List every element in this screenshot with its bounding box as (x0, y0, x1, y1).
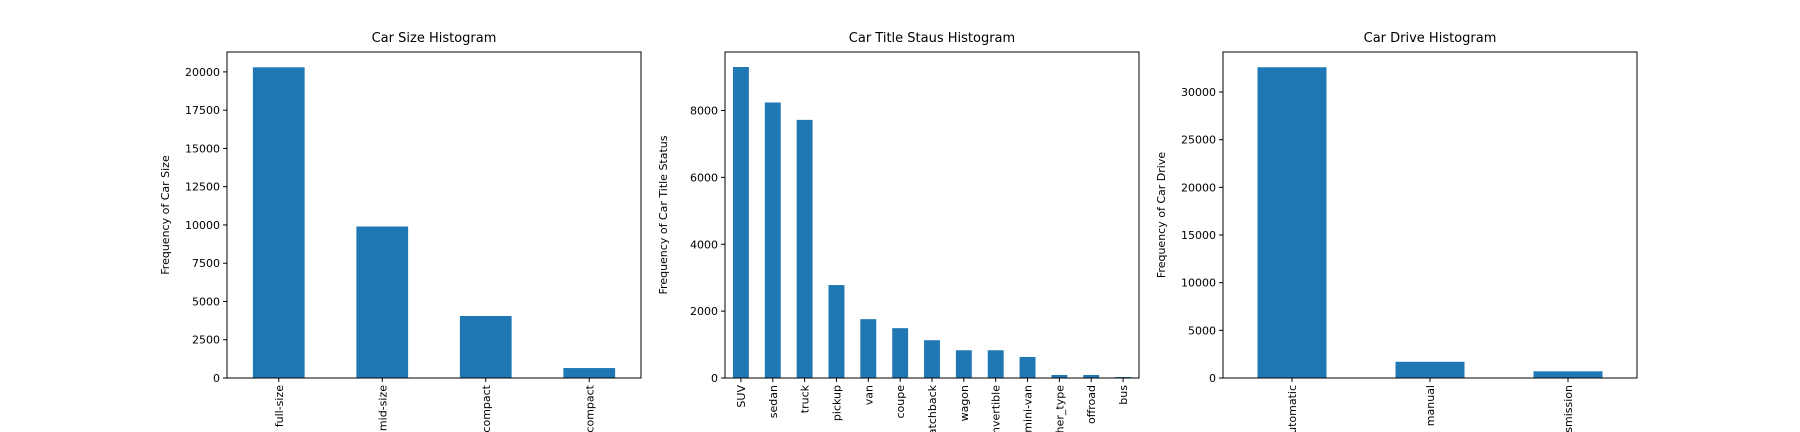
y-tick-label: 30000 (1181, 86, 1216, 99)
y-tick-label: 0 (213, 372, 220, 385)
x-tick-label: offroad (1085, 385, 1098, 424)
y-tick-label: 15000 (185, 142, 220, 155)
x-tick-label: bus (1117, 385, 1130, 405)
y-tick-label: 17500 (185, 104, 220, 117)
y-tick-label: 15000 (1181, 229, 1216, 242)
x-tick-label: manual (1424, 385, 1437, 426)
y-tick-label: 10000 (185, 219, 220, 232)
y-tick-label: 2500 (192, 334, 220, 347)
axes-frame (724, 51, 1140, 379)
x-tick-label: pickup (830, 385, 843, 421)
bar (1533, 371, 1603, 378)
x-tick-label: coupe (894, 385, 907, 419)
y-tick-label: 5000 (192, 295, 220, 308)
bar (252, 67, 305, 378)
y-tick-label: 2000 (690, 305, 718, 318)
chart-title: Car Title Staus Histogram (849, 31, 1015, 46)
chart-title: Car Size Histogram (372, 31, 497, 46)
x-tick-label: truck (799, 384, 812, 413)
y-tick-label: 0 (711, 372, 718, 385)
x-tick-label: smission (1562, 385, 1575, 432)
bar (1051, 374, 1068, 378)
chart-title: Car Drive Histogram (1364, 31, 1497, 46)
bar (796, 119, 813, 378)
x-tick-label: her_type (1053, 385, 1066, 432)
bar (955, 350, 972, 378)
y-tick-label: 20000 (185, 66, 220, 79)
x-tick-label: wagon (958, 385, 971, 421)
x-tick-label: atchback (926, 384, 939, 432)
x-tick-label: van (862, 385, 875, 405)
bar (459, 316, 512, 378)
y-axis-label: Frequency of Car Drive (1155, 152, 1168, 278)
bar (987, 350, 1004, 378)
bar (828, 285, 845, 378)
axes-frame (1222, 51, 1638, 379)
x-tick-label: utomatic (1286, 385, 1299, 432)
x-tick-label: mini-van (1022, 385, 1035, 432)
x-tick-label: compact (480, 384, 493, 432)
y-tick-label: 6000 (690, 171, 718, 184)
bar (1115, 376, 1132, 378)
y-tick-label: 7500 (192, 257, 220, 270)
bar (764, 102, 781, 378)
bar (1257, 67, 1327, 378)
bar (356, 226, 409, 378)
y-tick-label: 0 (1209, 372, 1216, 385)
x-tick-label: mid-size (376, 385, 389, 431)
x-tick-label: full-size (273, 385, 286, 427)
y-tick-label: 5000 (1188, 324, 1216, 337)
x-tick-label: SUV (735, 385, 748, 408)
bar (924, 340, 940, 378)
bar (1395, 361, 1465, 378)
bar (1019, 356, 1036, 378)
axes-frame (226, 51, 642, 379)
x-tick-label: nvertible (990, 385, 1003, 432)
y-axis-label: Frequency of Car Title Status (657, 135, 670, 294)
bar (860, 319, 877, 378)
bar (563, 368, 616, 378)
bar (732, 67, 749, 379)
y-tick-label: 25000 (1181, 134, 1216, 147)
y-tick-label: 4000 (690, 238, 718, 251)
bar (892, 328, 909, 378)
y-tick-label: 8000 (690, 105, 718, 118)
x-tick-label: sedan (767, 385, 780, 418)
y-tick-label: 20000 (1181, 181, 1216, 194)
y-axis-label: Frequency of Car Size (159, 155, 172, 275)
y-tick-label: 12500 (185, 181, 220, 194)
bar (1083, 374, 1100, 378)
x-tick-label: -compact (583, 384, 596, 432)
y-tick-label: 10000 (1181, 277, 1216, 290)
